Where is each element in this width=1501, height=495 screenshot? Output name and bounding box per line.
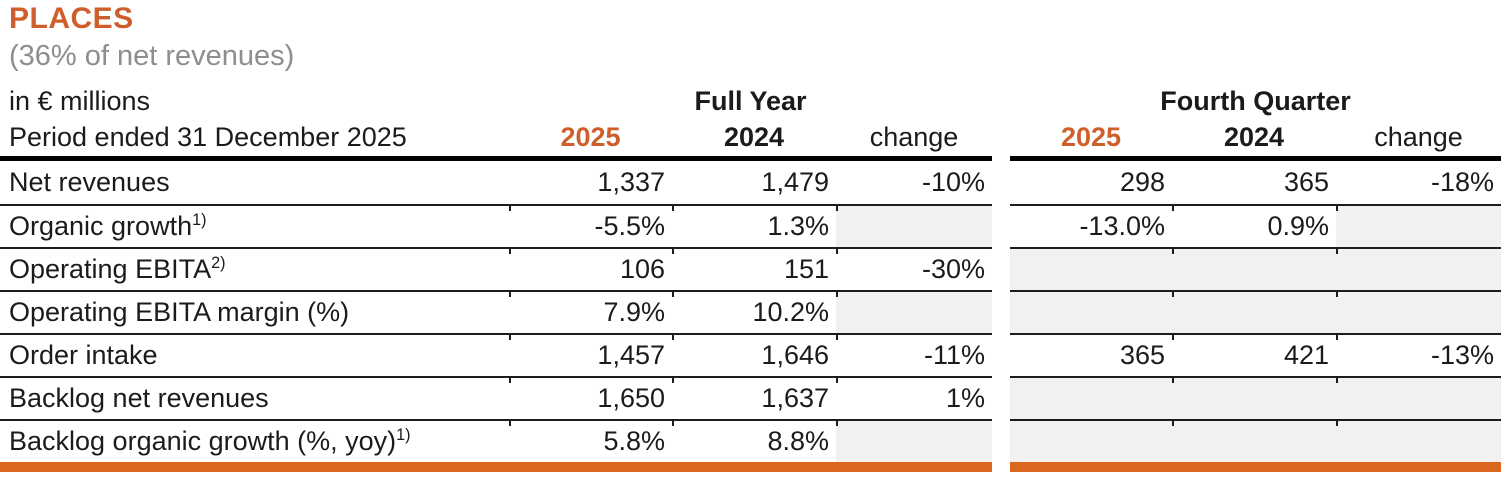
group-header-row: in € millions Full Year xyxy=(0,79,992,119)
fy-2025-value: 5.8% xyxy=(509,419,672,462)
fy-2025-value: 106 xyxy=(509,247,672,290)
q4-col-header-2025: 2025 xyxy=(1010,119,1172,161)
q4-col-header-2024: 2024 xyxy=(1172,119,1336,161)
fy-col-header-change: change xyxy=(836,119,993,161)
q4-change-value xyxy=(1336,376,1501,419)
q4-change-value xyxy=(1336,204,1501,247)
row-label: Order intake xyxy=(0,333,509,376)
fy-2024-value: 1.3% xyxy=(672,204,836,247)
page-subtitle: (36% of net revenues) xyxy=(9,40,295,72)
table-row-operating-ebita: Operating EBITA2) 106 151 -30% xyxy=(0,247,993,290)
q4-2024-value: 421 xyxy=(1172,333,1336,376)
q4-2024-value xyxy=(1172,247,1336,290)
group-header-row: Fourth Quarter xyxy=(1010,79,1501,119)
q4-2025-value xyxy=(1010,419,1172,462)
q4-change-value xyxy=(1336,290,1501,333)
q4-col-header-change: change xyxy=(1336,119,1501,161)
fy-change-value: -11% xyxy=(836,333,993,376)
table-row-order-intake-q4: 365 421 -13% xyxy=(1010,333,1501,376)
unit-label: in € millions xyxy=(9,86,151,116)
table-row-order-intake: Order intake 1,457 1,646 -11% xyxy=(0,333,993,376)
table-row-backlog-net-revenues-q4 xyxy=(1010,376,1501,419)
fourth-quarter-table: Fourth Quarter 2025 2024 change 298 365 … xyxy=(1010,79,1501,472)
q4-2024-value xyxy=(1172,376,1336,419)
fy-change-value xyxy=(836,204,993,247)
fy-change-value xyxy=(836,419,993,462)
fy-2024-value: 10.2% xyxy=(672,290,836,333)
table-row-net-revenues: Net revenues 1,337 1,479 -10% xyxy=(0,161,992,204)
q4-2025-value: 298 xyxy=(1119,167,1165,197)
q4-2025-value xyxy=(1010,290,1172,333)
fy-2024-value: 1,637 xyxy=(672,376,836,419)
q4-2024-value xyxy=(1172,290,1336,333)
row-label: Backlog net revenues xyxy=(0,376,509,419)
table-row-backlog-organic-growth: Backlog organic growth (%, yoy)1) 5.8% 8… xyxy=(0,419,993,462)
row-label: Net revenues xyxy=(9,167,170,197)
period-label: Period ended 31 December 2025 xyxy=(0,119,509,161)
fy-2025-value: 7.9% xyxy=(509,290,672,333)
column-header-row: 2025 2024 change xyxy=(1010,119,1501,161)
q4-2025-value xyxy=(1010,247,1172,290)
column-header-row: Period ended 31 December 2025 2025 2024 … xyxy=(0,119,993,161)
tables-container: in € millions Full Year Period ended 31 … xyxy=(0,79,1501,472)
row-label: Organic growth1) xyxy=(0,204,509,247)
fy-2025-value: 1,457 xyxy=(509,333,672,376)
fy-2024-value: 151 xyxy=(672,247,836,290)
row-label: Operating EBITA margin (%) xyxy=(0,290,509,333)
row-label: Operating EBITA2) xyxy=(0,247,509,290)
table-row-operating-ebita-q4 xyxy=(1010,247,1501,290)
fy-change-value: -30% xyxy=(836,247,993,290)
q4-2024-value xyxy=(1172,419,1336,462)
table-row-operating-ebita-margin: Operating EBITA margin (%) 7.9% 10.2% xyxy=(0,290,993,333)
table-row-backlog-net-revenues: Backlog net revenues 1,650 1,637 1% xyxy=(0,376,993,419)
fy-2024-value: 1,646 xyxy=(672,333,836,376)
fy-2025-value: -5.5% xyxy=(509,204,672,247)
full-year-header: Full Year xyxy=(694,86,807,116)
table-row-organic-growth-q4: -13.0% 0.9% xyxy=(1010,204,1501,247)
q4-2025-value: -13.0% xyxy=(1010,204,1172,247)
fy-col-header-2024: 2024 xyxy=(672,119,836,161)
fy-col-header-2025: 2025 xyxy=(509,119,672,161)
q4-change-value xyxy=(1336,247,1501,290)
fy-2025-value: 1,650 xyxy=(509,376,672,419)
table-row-net-revenues-q4: 298 365 -18% xyxy=(1010,161,1501,204)
q4-change-value: -13% xyxy=(1336,333,1501,376)
table-row-operating-ebita-margin-q4 xyxy=(1010,290,1501,333)
fy-2025-value: 1,337 xyxy=(597,167,665,197)
fy-change-value: 1% xyxy=(836,376,993,419)
q4-change-value xyxy=(1336,419,1501,462)
q4-2025-value xyxy=(1010,376,1172,419)
row-label: Backlog organic growth (%, yoy)1) xyxy=(0,419,509,462)
full-year-table: in € millions Full Year Period ended 31 … xyxy=(0,79,993,472)
fourth-quarter-header: Fourth Quarter xyxy=(1160,86,1351,116)
fy-change-value xyxy=(836,290,993,333)
q4-change-value: -18% xyxy=(1430,167,1495,197)
q4-2025-value: 365 xyxy=(1010,333,1172,376)
fy-change-value: -10% xyxy=(922,167,986,197)
fy-2024-value: 8.8% xyxy=(672,419,836,462)
fy-2024-value: 1,479 xyxy=(761,167,829,197)
q4-2024-value: 365 xyxy=(1283,167,1329,197)
page-title: PLACES xyxy=(9,2,134,35)
q4-2024-value: 0.9% xyxy=(1172,204,1336,247)
table-row-organic-growth: Organic growth1) -5.5% 1.3% xyxy=(0,204,993,247)
table-row-backlog-organic-growth-q4 xyxy=(1010,419,1501,462)
